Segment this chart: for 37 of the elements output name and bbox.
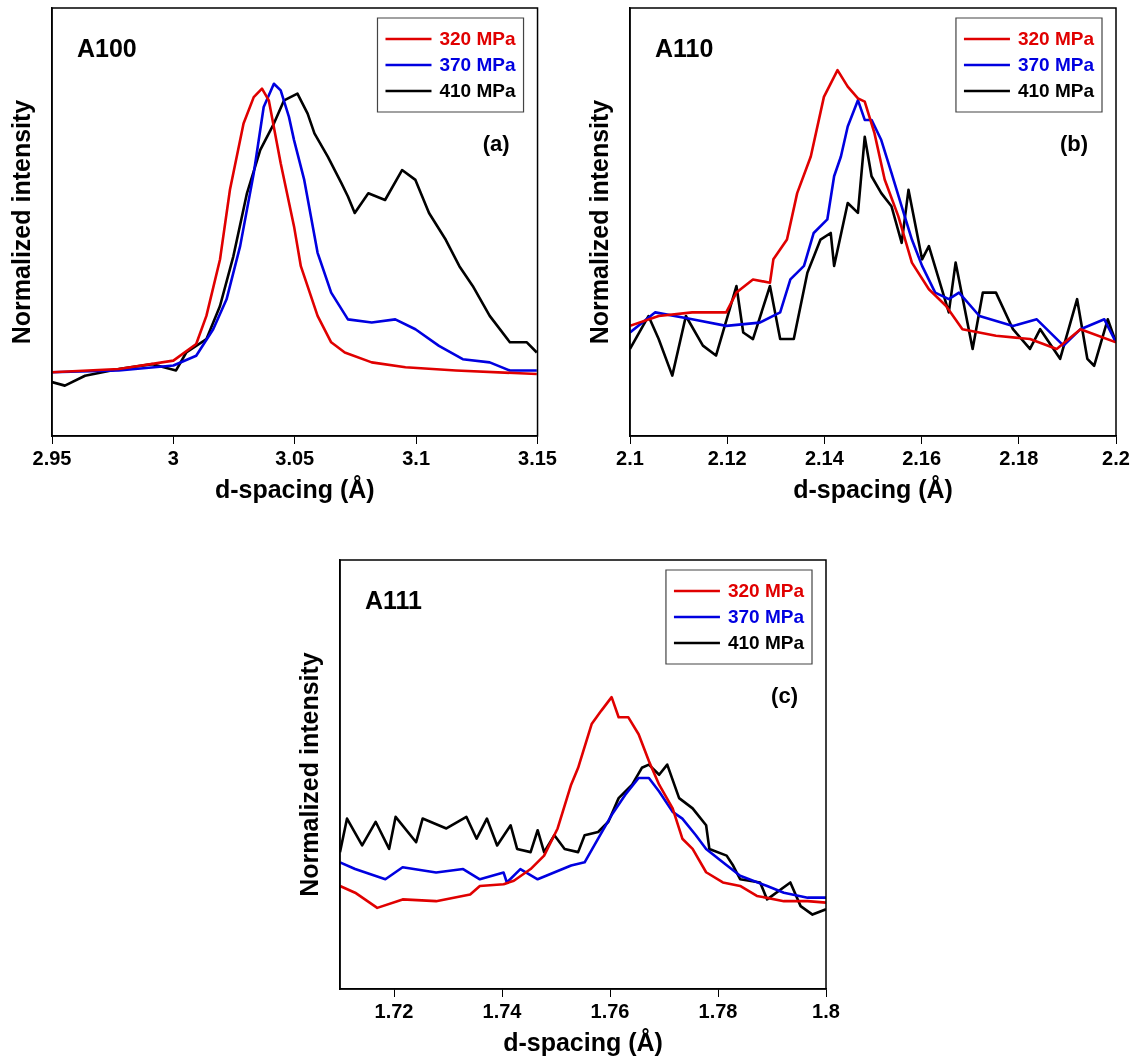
annotation: (c): [771, 683, 798, 709]
chart-title: A100: [77, 34, 137, 63]
x-tick-label: 3.05: [275, 446, 315, 469]
legend-label: 410 MPa: [727, 632, 805, 654]
chart-title: A110: [655, 34, 714, 63]
x-tick-label: 2.16: [902, 446, 942, 469]
x-tick-label: 2.12: [707, 446, 747, 469]
annotation: (b): [1059, 131, 1088, 157]
legend-label: 370 MPa: [439, 54, 516, 76]
legend-label: 320 MPa: [727, 580, 805, 602]
x-tick-label: 3.15: [518, 446, 558, 469]
annotation: (a): [482, 131, 510, 157]
x-axis-title: d-spacing (Å): [214, 474, 375, 503]
x-axis-title: d-spacing (Å): [503, 1027, 663, 1056]
x-tick-label: 1.76: [590, 999, 630, 1022]
y-axis-title: Normalized intensity: [584, 99, 613, 345]
chart-title: A111: [365, 586, 423, 615]
x-tick-label: 3.1: [402, 446, 431, 469]
x-tick-label: 1.72: [374, 999, 414, 1022]
legend-label: 320 MPa: [1017, 28, 1095, 50]
x-axis-title: d-spacing (Å): [793, 474, 953, 503]
x-tick-label: 2.1: [616, 446, 644, 469]
x-tick-label: 2.14: [804, 446, 845, 469]
legend-label: 320 MPa: [439, 28, 516, 50]
y-axis-title: Normalized intensity: [294, 652, 323, 897]
x-tick-label: 2.95: [32, 446, 72, 469]
legend-label: 410 MPa: [439, 80, 516, 102]
x-tick-label: 2.2: [1102, 446, 1130, 469]
y-axis-title: Normalized intensity: [6, 99, 35, 345]
legend-label: 410 MPa: [1017, 80, 1095, 102]
x-tick-label: 1.78: [698, 999, 738, 1022]
x-tick-label: 1.74: [482, 999, 523, 1022]
x-tick-label: 3: [167, 446, 179, 469]
x-tick-label: 2.18: [999, 446, 1039, 469]
x-tick-label: 1.8: [812, 999, 840, 1022]
legend-label: 370 MPa: [1017, 54, 1095, 76]
legend-label: 370 MPa: [727, 606, 805, 628]
